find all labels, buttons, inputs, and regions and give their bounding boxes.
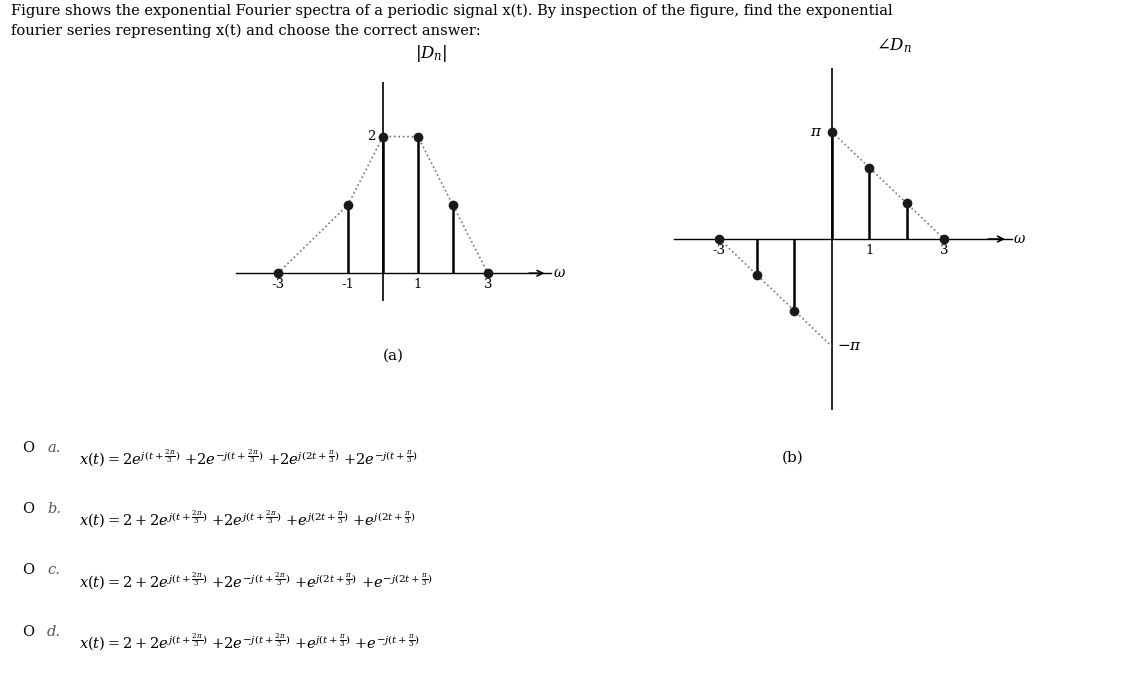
Text: $\omega$: $\omega$ (553, 266, 565, 280)
Text: $\rightarrow$: $\rightarrow$ (531, 277, 543, 287)
Text: O: O (22, 625, 35, 639)
Text: $x(t) = 2 + 2e^{j(t+\frac{2\pi}{3})}$ $+ 2e^{-j(t+\frac{2\pi}{3})}$ $+ e^{j(2t+\: $x(t) = 2 + 2e^{j(t+\frac{2\pi}{3})}$ $+… (79, 570, 433, 591)
Text: $-\pi$: $-\pi$ (837, 339, 862, 353)
Text: $\omega$: $\omega$ (1014, 232, 1026, 246)
Text: fourier series representing x(t) and choose the correct answer:: fourier series representing x(t) and cho… (11, 24, 481, 38)
Text: (a): (a) (383, 348, 404, 363)
Text: a.: a. (47, 441, 61, 454)
Text: $x(t) = 2 + 2e^{j(t+\frac{2\pi}{3})}$ $+ 2e^{j(t+\frac{2\pi}{3})}$ $+ e^{j(2t+\f: $x(t) = 2 + 2e^{j(t+\frac{2\pi}{3})}$ $+… (79, 509, 415, 530)
Text: Figure shows the exponential Fourier spectra of a periodic signal x(t). By inspe: Figure shows the exponential Fourier spe… (11, 3, 892, 18)
Text: c.: c. (47, 563, 60, 577)
Text: 2: 2 (368, 130, 375, 143)
Text: b.: b. (47, 502, 61, 516)
Text: O: O (22, 563, 35, 577)
Text: O: O (22, 441, 35, 454)
Text: d.: d. (47, 625, 61, 639)
Text: O: O (22, 502, 35, 516)
Text: (b): (b) (781, 451, 804, 464)
Text: $\pi$: $\pi$ (810, 125, 823, 139)
Text: $|D_n|$: $|D_n|$ (415, 44, 447, 64)
Text: $x(t) = 2 + 2e^{j(t+\frac{2\pi}{3})}$ $+ 2e^{-j(t+\frac{2\pi}{3})}$ $+ e^{j(t+\f: $x(t) = 2 + 2e^{j(t+\frac{2\pi}{3})}$ $+… (79, 632, 419, 653)
Text: $\angle D_n$: $\angle D_n$ (876, 36, 912, 55)
Text: $x(t) = 2e^{j(t+\frac{2\pi}{3})}$ $+ 2e^{-j(t+\frac{2\pi}{3})}$ $+ 2e^{j(2t+\fra: $x(t) = 2e^{j(t+\frac{2\pi}{3})}$ $+ 2e^… (79, 447, 417, 469)
